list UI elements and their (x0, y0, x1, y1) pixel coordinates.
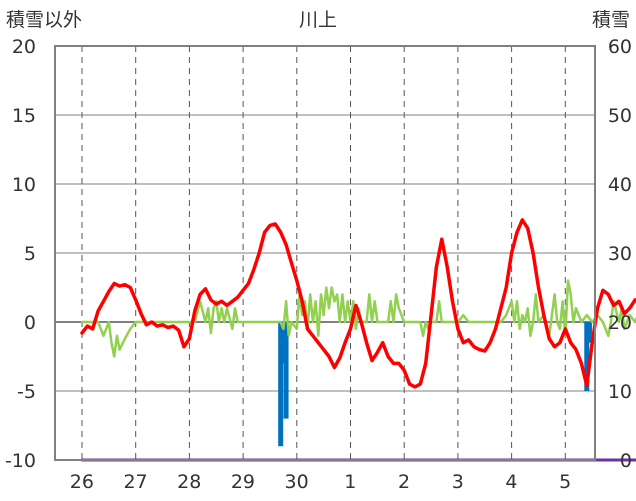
left-y-tick-labels: 20 15 10 5 0 -5 -10 (5, 36, 36, 472)
plot-frame (54, 45, 596, 461)
left-y-tick-label: -10 (5, 450, 36, 472)
precipitation-bar (280, 322, 286, 364)
right-y-tick-label: 20 (608, 312, 632, 334)
precipitation-bar (584, 322, 590, 391)
right-y-tick-label: 50 (608, 105, 632, 127)
x-tick-label: 27 (123, 471, 147, 493)
chart-title: 川上 (299, 9, 337, 31)
right-y-tick-labels: 60 50 40 30 20 10 0 (608, 36, 632, 472)
right-y-tick-label: 40 (608, 174, 632, 196)
x-tick-labels: 26 27 28 29 30 1 2 3 4 5 (70, 471, 571, 493)
left-y-tick-label: 15 (12, 105, 36, 127)
precipitation-bars (278, 322, 592, 447)
precipitation-bar (278, 322, 284, 447)
left-y-tick-label: 5 (24, 243, 36, 265)
x-tick-label: 1 (344, 471, 356, 493)
wind-or-sunshine-line (80, 279, 636, 358)
x-tick-label: 30 (285, 471, 309, 493)
right-y-tick-label: 0 (620, 450, 632, 472)
precipitation-bar (586, 322, 592, 343)
right-axis-label: 積雪 (592, 9, 630, 31)
left-y-tick-label: -5 (17, 381, 36, 403)
right-y-tick-label: 30 (608, 243, 632, 265)
x-tick-label: 29 (231, 471, 255, 493)
right-y-tick-label: 10 (608, 381, 632, 403)
left-y-tick-label: 0 (24, 312, 36, 334)
x-tick-label: 4 (505, 471, 517, 493)
right-y-tick-label: 60 (608, 36, 632, 58)
x-tick-label: 28 (177, 471, 201, 493)
precipitation-bar (283, 322, 289, 419)
x-tick-label: 3 (452, 471, 464, 493)
left-axis-label: 積雪以外 (6, 9, 82, 31)
left-y-tick-label: 10 (12, 174, 36, 196)
left-y-tick-label: 20 (12, 36, 36, 58)
x-tick-label: 2 (398, 471, 410, 493)
temperature-line (80, 218, 636, 389)
x-tick-label: 5 (559, 471, 571, 493)
x-tick-label: 26 (70, 471, 94, 493)
